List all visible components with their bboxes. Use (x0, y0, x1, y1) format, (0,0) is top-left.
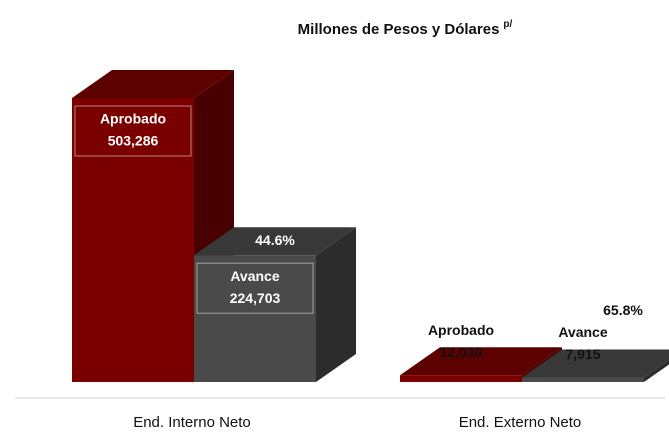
bar (72, 98, 194, 382)
label-box (196, 262, 314, 314)
bar-side (644, 360, 669, 382)
bar-top (194, 227, 356, 256)
percent-label: 65.8% (603, 302, 643, 318)
bar-top (522, 349, 669, 378)
bar (194, 255, 316, 382)
legend-label: Avance (558, 324, 608, 340)
bar-top (72, 70, 234, 98)
label-box (74, 105, 192, 157)
x-tick-label: End. Externo Neto (459, 414, 582, 431)
title-text: Millones de Pesos y Dólares (298, 21, 500, 38)
x-tick-label: End. Interno Neto (133, 414, 251, 431)
bar (522, 377, 644, 382)
legend-label: Avance (230, 268, 280, 284)
title-superscript: p/ (503, 19, 512, 30)
percent-label: 44.6% (255, 232, 295, 248)
bar-top (400, 347, 562, 376)
chart-title: Millones de Pesos y Dólares p/ (298, 19, 513, 38)
bar (400, 375, 522, 382)
data-label: 503,286 (108, 133, 159, 149)
bar-side (316, 227, 356, 382)
data-label: 7,915 (565, 346, 600, 362)
data-label: 224,703 (230, 290, 281, 306)
data-label: 12,030 (440, 344, 483, 360)
legend-label: Aprobado (100, 111, 166, 127)
legend-label: Aprobado (428, 322, 494, 338)
